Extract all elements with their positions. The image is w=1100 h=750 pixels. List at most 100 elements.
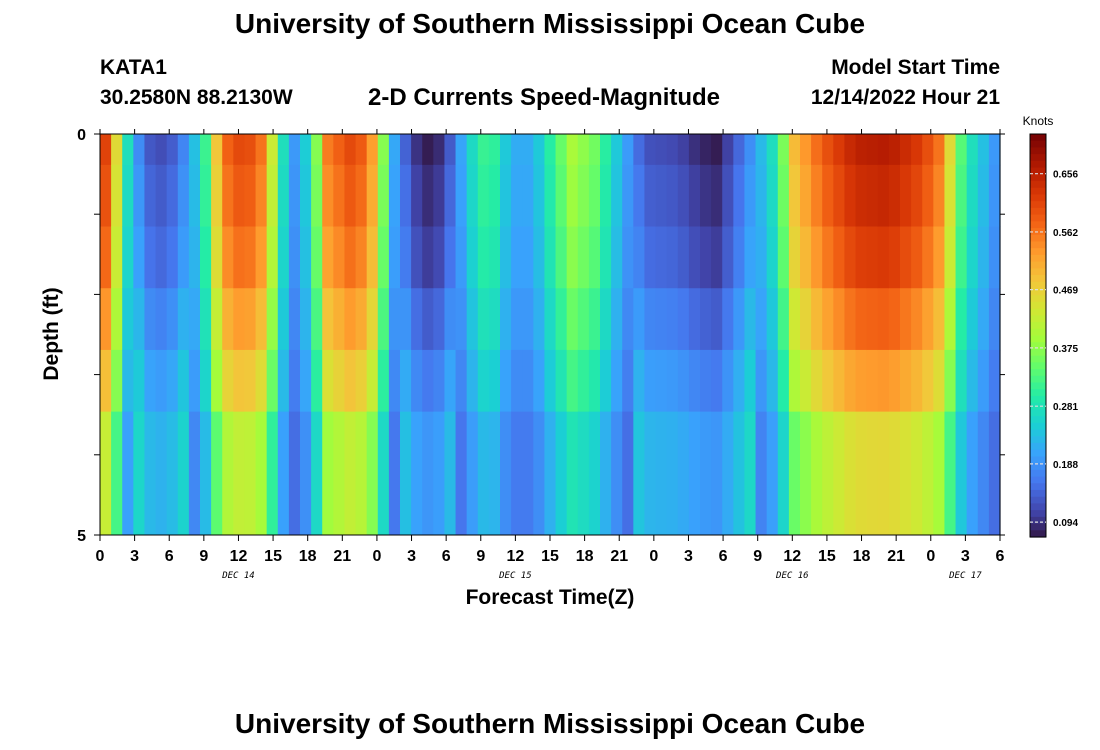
heatmap-cell: [555, 411, 568, 536]
heatmap-cell: [811, 134, 823, 166]
heatmap-cell: [300, 288, 312, 351]
heatmap-cell: [755, 349, 768, 413]
heatmap-cell: [744, 288, 757, 351]
heatmap-cell: [744, 226, 757, 289]
heatmap-cell: [555, 349, 568, 413]
heatmap-cell: [688, 134, 701, 166]
heatmap-cell: [755, 134, 768, 166]
heatmap-cell: [688, 164, 701, 227]
heatmap-cell: [944, 411, 957, 536]
colorbar-tick-label: 0.375: [1053, 344, 1078, 355]
heatmap-cell: [477, 164, 490, 227]
heatmap-cell: [111, 411, 123, 536]
heatmap-cell: [322, 164, 334, 227]
heatmap-cell: [411, 349, 423, 413]
heatmap-cell: [544, 164, 557, 227]
heatmap-cell: [444, 164, 457, 227]
heatmap-cell: [255, 288, 268, 351]
heatmap-cell: [166, 164, 179, 227]
heatmap-cell: [800, 349, 812, 413]
heatmap-cell: [944, 164, 957, 227]
heatmap-cell: [500, 288, 512, 351]
heatmap-cell: [333, 164, 346, 227]
heatmap-cell: [888, 411, 901, 536]
heatmap-cell: [422, 134, 434, 166]
x-tick-label: 18: [576, 548, 594, 565]
colorbar-segment: [1030, 181, 1046, 189]
plot-title: 2-D Currents Speed-Magnitude: [368, 84, 721, 111]
heatmap-cell: [233, 164, 246, 227]
heatmap-cell: [388, 349, 401, 413]
station-coords: 30.2580N 88.2130W: [100, 86, 293, 109]
heatmap-cell: [822, 134, 834, 166]
heatmap-cell: [566, 411, 579, 536]
heatmap-cell: [511, 134, 523, 166]
x-tick-label: 0: [372, 548, 381, 565]
heatmap-cell: [511, 226, 523, 289]
heatmap-cell: [311, 164, 323, 227]
heatmap-cell: [400, 164, 412, 227]
heatmap-cell: [288, 349, 301, 413]
heatmap-cell: [944, 226, 957, 289]
colorbar-segment: [1030, 429, 1046, 437]
heatmap-cell: [288, 226, 301, 289]
heatmap-cell: [588, 411, 601, 536]
heatmap-cell: [144, 226, 157, 289]
date-label: DEC 15: [498, 571, 532, 581]
heatmap-cell: [500, 411, 512, 536]
heatmap-cell: [622, 411, 634, 536]
heatmap-cell: [577, 226, 590, 289]
colorbar-segment: [1030, 154, 1046, 162]
heatmap-cell: [322, 288, 334, 351]
heatmap-cell: [655, 134, 668, 166]
heatmap-cell: [466, 134, 479, 166]
heatmap-cell: [288, 411, 301, 536]
heatmap-cell: [144, 288, 157, 351]
heatmap-cell: [433, 411, 446, 536]
heatmap-cell: [866, 226, 879, 289]
colorbar-segment: [1030, 174, 1046, 182]
heatmap-cell: [788, 134, 801, 166]
heatmap-cell: [922, 164, 934, 227]
heatmap-cell: [533, 349, 546, 413]
colorbar-segment: [1030, 456, 1046, 464]
heatmap-cell: [411, 134, 423, 166]
heatmap-cell: [666, 411, 679, 536]
heatmap-cell: [777, 349, 790, 413]
heatmap-cell: [700, 164, 712, 227]
heatmap-cell: [122, 411, 134, 536]
heatmap-cell: [911, 288, 923, 351]
heatmap-cell: [744, 411, 757, 536]
heatmap-cell: [355, 226, 368, 289]
heatmap-cell: [244, 164, 257, 227]
heatmap-cell: [900, 349, 912, 413]
heatmap-cell: [611, 411, 623, 536]
heatmap-cell: [588, 226, 601, 289]
heatmap-cell: [888, 164, 901, 227]
heatmap-cell: [211, 226, 223, 289]
heatmap-cell: [111, 226, 123, 289]
heatmap-cell: [266, 164, 279, 227]
colorbar-tick-label: 0.562: [1053, 228, 1078, 239]
heatmap-cell: [100, 349, 112, 413]
heatmap-cell: [566, 226, 579, 289]
colorbar-segment: [1030, 241, 1046, 249]
x-tick-label: 21: [887, 548, 905, 565]
heatmap-cell: [933, 288, 946, 351]
heatmap-cell: [455, 288, 468, 351]
colorbar-segment: [1030, 516, 1046, 525]
heatmap-cell: [477, 134, 490, 166]
colorbar-segment: [1030, 322, 1046, 330]
heatmap-cell: [622, 164, 634, 227]
heatmap-cell: [822, 288, 834, 351]
heatmap-cell: [544, 226, 557, 289]
x-tick-label: 12: [230, 548, 248, 565]
heatmap-cell: [644, 288, 657, 351]
heatmap-cell: [988, 349, 1001, 413]
colorbar-segment: [1030, 469, 1046, 478]
colorbar-segment: [1030, 261, 1046, 269]
heatmap-cell: [911, 349, 923, 413]
heatmap-cell: [500, 164, 512, 227]
heatmap-cell: [366, 349, 379, 413]
x-tick-label: 3: [684, 548, 693, 565]
